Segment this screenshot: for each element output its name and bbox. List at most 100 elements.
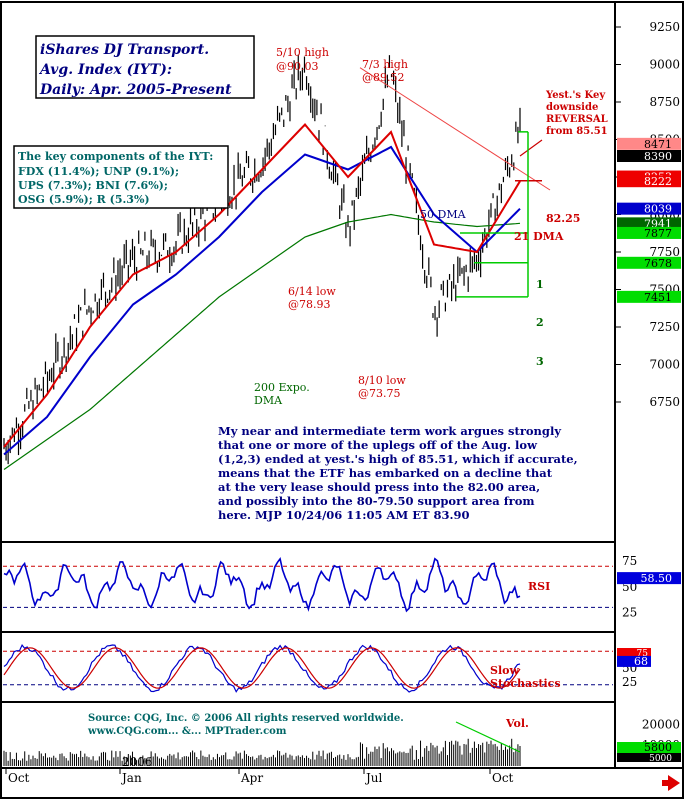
date-axis-frame xyxy=(0,767,684,799)
components-line-3: UPS (7.3%); BNI (7.6%); xyxy=(18,179,168,192)
rsi-axis-label: 25 xyxy=(622,606,637,620)
source-line-2: www.CQG.com... &... MPTrader.com xyxy=(87,726,287,737)
volume-flag-2-label: 5000 xyxy=(649,754,672,764)
annotation-dma50: 50 DMA xyxy=(420,208,467,221)
price-axis-label: 8750 xyxy=(649,95,680,109)
rsi-axis-label: 75 xyxy=(622,554,637,568)
commentary-line-1: My near and intermediate term work argue… xyxy=(218,424,561,438)
volume-flag xyxy=(617,742,681,753)
arrow-left-icon[interactable] xyxy=(662,775,680,791)
axis-layer: 9250900087508500825080007750750072507000… xyxy=(5,20,681,785)
rsi-flag xyxy=(617,572,681,585)
stoch-panel-frame xyxy=(0,631,616,703)
commentary-line-2: that one or more of the uplegs off of th… xyxy=(218,438,538,452)
date-axis-label: Apr xyxy=(240,771,263,785)
volume-flag-label: 5800 xyxy=(644,741,672,754)
stoch-fast-line xyxy=(3,643,521,693)
volume-label: Vol. xyxy=(505,717,529,730)
annotation-high-73-l2: @89.52 xyxy=(362,71,405,84)
rsi-flag-label: 58.50 xyxy=(641,572,673,585)
title-line-3: Daily: Apr. 2005-Present xyxy=(39,82,232,98)
price-flag-label: 8390 xyxy=(644,150,672,163)
rsi-line xyxy=(3,557,521,613)
components-box xyxy=(13,145,229,209)
price-flag-label: 8222 xyxy=(644,175,672,188)
stoch-flag-slow xyxy=(617,648,651,658)
components-line-2: FDX (11.4%); UNP (9.1%); xyxy=(18,165,179,178)
price-axis-label: 9250 xyxy=(649,20,680,34)
price-flag xyxy=(617,150,681,162)
date-axis-label: Jan xyxy=(120,771,142,785)
price-flag-label: 8471 xyxy=(644,138,672,151)
rsi-panel-frame xyxy=(0,541,616,633)
price-flag xyxy=(617,226,681,239)
date-axis-label: Oct xyxy=(492,771,514,785)
source-line-1: Source: CQG, Inc. © 2006 All rights rese… xyxy=(88,713,404,724)
annotation-ema200-l1: 200 Expo. xyxy=(254,381,310,394)
commentary-line-3: (1,2,3) ended at yest.'s high of 85.51, … xyxy=(218,452,578,466)
date-axis-label: 2006 xyxy=(122,755,153,769)
stoch-slow-line xyxy=(3,647,521,689)
stoch-flag-fast-label: 68 xyxy=(634,655,648,668)
price-axis-label: 9000 xyxy=(649,58,680,72)
stoch-flag-slow-label: 75 xyxy=(637,649,649,659)
components-line-4: OSG (5.9%); R (5.3%) xyxy=(18,193,150,206)
price-axis-label: 7750 xyxy=(649,245,680,259)
axis-frame xyxy=(614,1,684,769)
target-label-3: 3 xyxy=(536,355,544,368)
price-flag-label: 8039 xyxy=(644,203,672,216)
annotation-low-614-l2: @78.93 xyxy=(288,298,331,311)
price-flag xyxy=(617,175,681,188)
stoch-flag-fast xyxy=(617,655,651,667)
trendline-downward xyxy=(359,67,551,191)
price-flag xyxy=(617,202,681,215)
price-flag-label: 7451 xyxy=(644,291,672,304)
annotation-low-810-l1: 8/10 low xyxy=(358,374,406,387)
target-label-2: 2 xyxy=(536,316,544,329)
date-axis-label: Jul xyxy=(364,771,383,785)
annotation-reversal-l3: REVERSAL xyxy=(546,114,608,125)
price-flag xyxy=(617,217,681,230)
stoch-layer: 7550256875 xyxy=(3,643,651,693)
date-axis-label: Oct xyxy=(8,771,30,785)
annotation-high-73-l1: 7/3 high xyxy=(362,58,408,71)
price-axis-label: 7250 xyxy=(649,320,680,334)
volume-axis-label: 20000 xyxy=(642,717,680,731)
price-flag xyxy=(617,137,681,150)
dma50-line xyxy=(3,145,521,456)
annotation-high-510-l1: 5/10 high xyxy=(276,46,329,59)
commentary-line-6: and possibly into the 80-79.50 support a… xyxy=(218,494,535,508)
annotation-low-614-l1: 6/14 low xyxy=(288,285,336,298)
title-line-2: Avg. Index (IYT): xyxy=(38,62,172,78)
commentary-line-5: at the very lease should press into the … xyxy=(218,480,540,494)
annotation-level-8225: 82.25 xyxy=(546,212,580,225)
title-box xyxy=(35,35,255,99)
dma21-line xyxy=(3,122,521,448)
annotation-dma21: 21 DMA xyxy=(514,230,564,243)
annotation-reversal-l4: from 85.51 xyxy=(546,126,608,137)
price-flag-label: 7678 xyxy=(644,257,672,270)
price-axis-label: 6750 xyxy=(649,395,680,409)
annotation-high-510-l2: @90.03 xyxy=(276,60,319,73)
volume-layer: 200001000058005000 xyxy=(3,717,681,766)
price-axis-label: 7000 xyxy=(649,358,680,372)
price-flag xyxy=(617,290,681,303)
rsi-label: RSI xyxy=(528,580,550,593)
stoch-axis-label: 25 xyxy=(622,675,637,689)
ema200-line xyxy=(3,213,521,470)
price-flag xyxy=(617,256,681,269)
target-label-1: 1 xyxy=(536,278,544,291)
title-line-1: iShares DJ Transport. xyxy=(40,42,209,58)
reversal-arrow xyxy=(519,139,543,157)
annotation-reversal-l1: Yest.'s Key xyxy=(545,90,606,101)
annotation-reversal-l2: downside xyxy=(546,102,598,113)
price-flag-label: 7877 xyxy=(644,227,672,240)
commentary-line-4: means that the ETF has embarked on a dec… xyxy=(218,466,553,480)
stoch-label-l2: Stochastics xyxy=(490,677,561,690)
volume-trendline xyxy=(455,721,521,753)
commentary-line-7: here. MJP 10/24/06 11:05 AM ET 83.90 xyxy=(218,508,470,522)
stoch-label-l1: Slow xyxy=(490,664,519,677)
